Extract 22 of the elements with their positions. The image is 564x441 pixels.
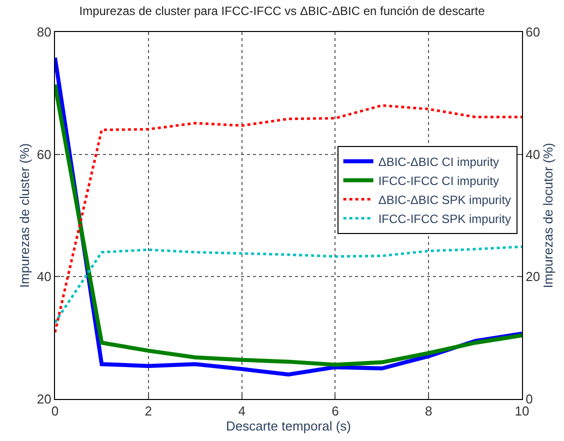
y2-axis-title: Impurezas de locutor (%)	[540, 142, 556, 288]
y-tick-label: 20	[36, 392, 52, 407]
legend-label: IFCC-IFCC CI impurity	[378, 174, 499, 188]
x-axis-title: Descarte temporal (s)	[226, 418, 351, 434]
y2-tick-label: 40	[526, 146, 540, 162]
x-tick-label: 0	[51, 404, 59, 419]
y-tick-label: 80	[36, 24, 52, 40]
y2-tick-label: 60	[526, 24, 540, 40]
line-series	[55, 245, 522, 324]
chart-title: Impurezas de cluster para IFCC-IFCC vs ΔBIC-ΔBIC en función de descarte	[79, 4, 486, 18]
x-tick-label: 4	[238, 404, 246, 419]
legend-label: ΔBIC-ΔBIC CI impurity	[378, 154, 500, 169]
legend-label: IFCC-IFCC SPK impurity	[378, 212, 512, 226]
y-axis-title: Impurezas de cluster (%)	[16, 143, 32, 288]
x-tick-label: 8	[424, 404, 432, 419]
y2-tick-label: 20	[526, 269, 540, 284]
x-tick-label: 6	[332, 404, 339, 419]
legend-label: ΔBIC-ΔBIC SPK impurity	[378, 192, 512, 207]
line-series	[55, 104, 522, 334]
x-tick-label: 2	[144, 404, 152, 419]
y-tick-label: 40	[36, 269, 52, 284]
y-tick-label: 60	[36, 146, 52, 162]
